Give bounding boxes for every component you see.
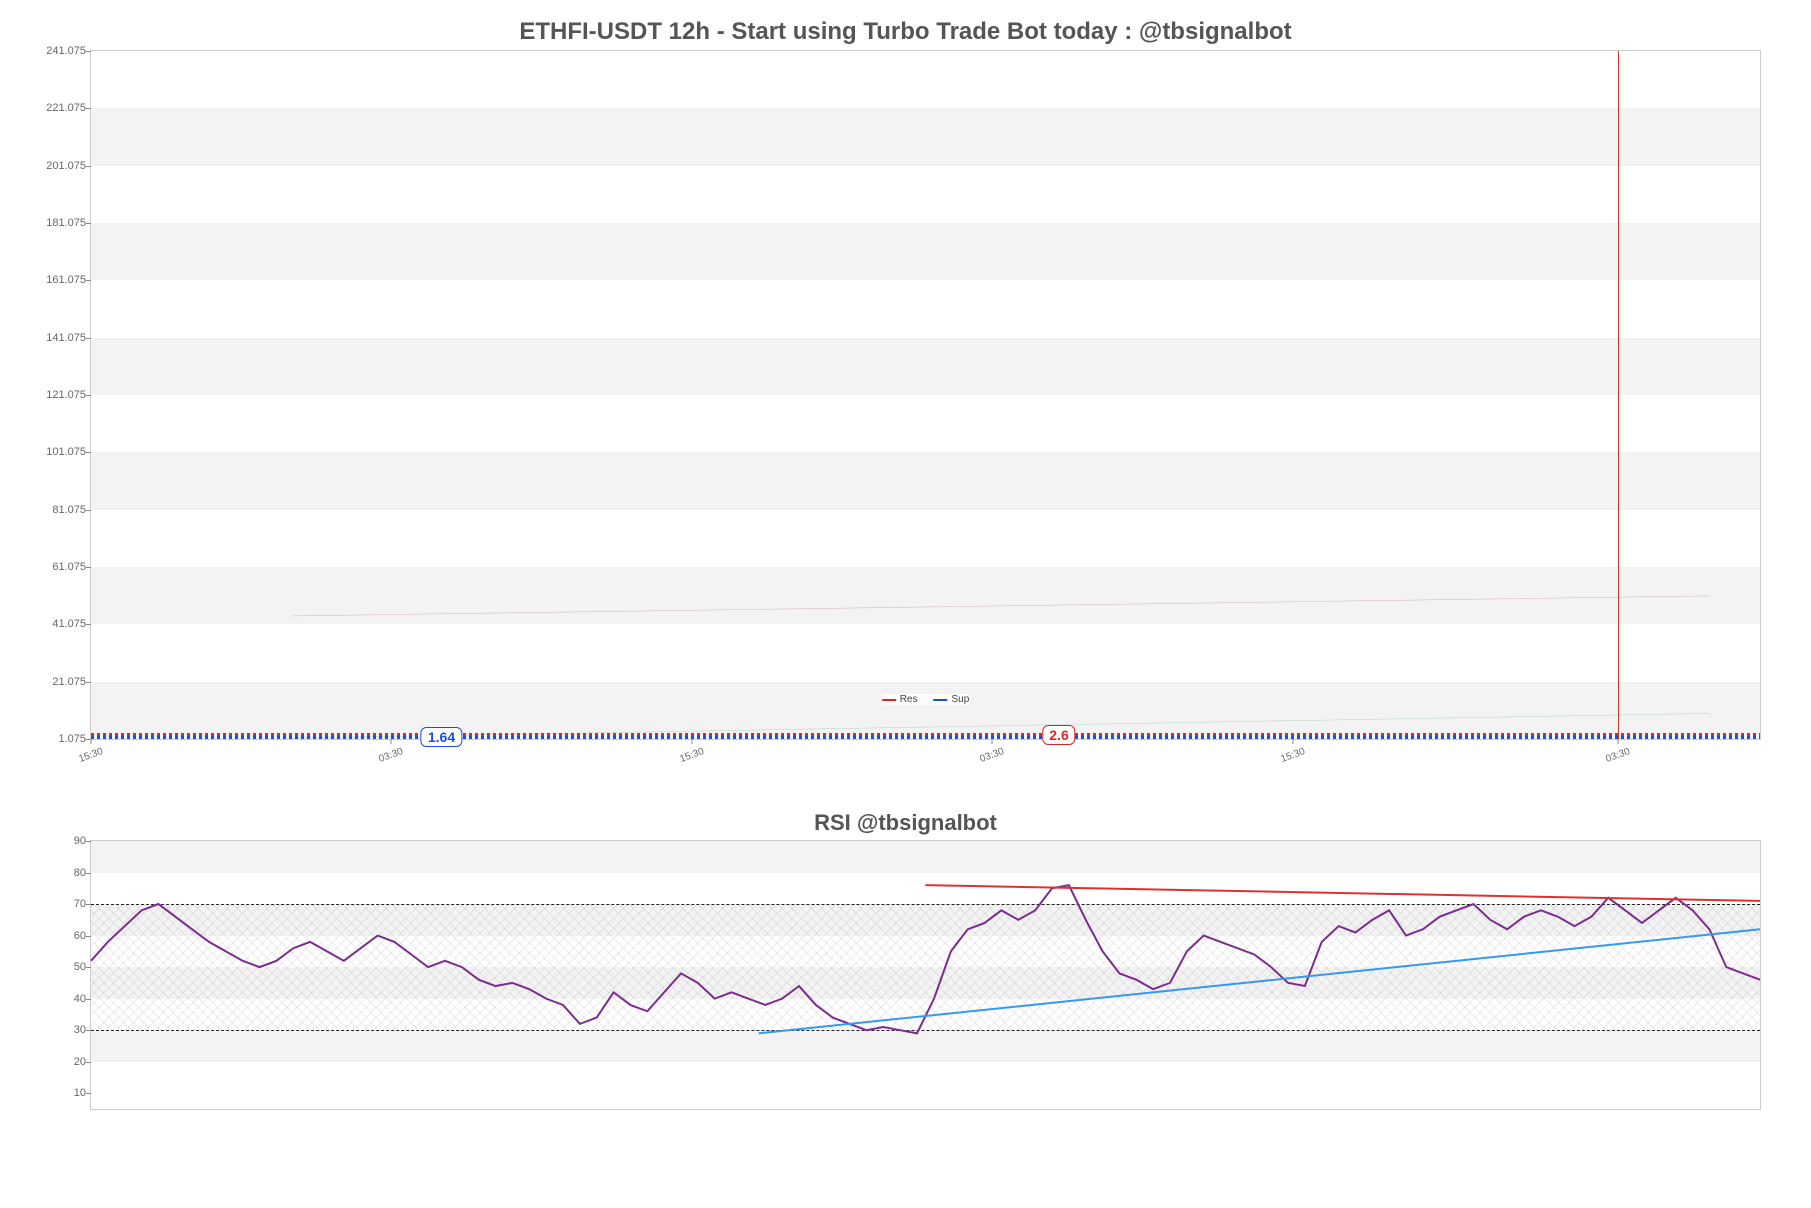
- ytick-label: 80: [21, 867, 86, 879]
- ytick-label: 40: [21, 993, 86, 1005]
- rsi-chart: 102030405060708090: [90, 840, 1761, 1140]
- xtick-label: 03:30: [378, 746, 405, 765]
- xtick-mark: [91, 739, 92, 744]
- ytick-label: 60: [21, 930, 86, 942]
- price-marker: 2.6: [1042, 725, 1075, 745]
- ytick-label: 241.075: [21, 45, 86, 57]
- xtick-mark: [1618, 739, 1619, 744]
- price-marker: 1.64: [421, 727, 462, 747]
- ytick-label: 121.075: [21, 389, 86, 401]
- ytick-label: 20: [21, 1056, 86, 1068]
- xtick-mark: [691, 739, 692, 744]
- price-chart-title: ETHFI-USDT 12h - Start using Turbo Trade…: [20, 18, 1791, 46]
- ytick-label: 41.075: [21, 618, 86, 630]
- sup-strip: [91, 736, 1760, 739]
- xtick-label: 15:30: [678, 746, 705, 765]
- rsi-plot-area: 102030405060708090: [90, 840, 1761, 1110]
- ytick-label: 201.075: [21, 160, 86, 172]
- rsi-line: [91, 885, 1760, 1033]
- ytick-label: 141.075: [21, 332, 86, 344]
- price-chart: 1.07521.07541.07561.07581.075101.075121.…: [90, 50, 1761, 770]
- ytick-label: 81.075: [21, 504, 86, 516]
- xtick-label: 03:30: [979, 746, 1006, 765]
- ytick-label: 10: [21, 1087, 86, 1099]
- xtick-label: 15:30: [77, 746, 104, 765]
- xtick-label: 15:30: [1279, 746, 1306, 765]
- ytick-label: 50: [21, 961, 86, 973]
- ytick-label: 101.075: [21, 446, 86, 458]
- xtick-mark: [992, 739, 993, 744]
- ytick-label: 181.075: [21, 217, 86, 229]
- rsi-overlay: [91, 841, 1760, 1109]
- trend-overlay: [91, 51, 1760, 739]
- ytick-label: 1.075: [21, 733, 86, 745]
- ytick-label: 70: [21, 898, 86, 910]
- rsi-chart-title: RSI @tbsignalbot: [20, 810, 1791, 836]
- ytick-label: 30: [21, 1024, 86, 1036]
- ytick-label: 221.075: [21, 102, 86, 114]
- ytick-label: 161.075: [21, 274, 86, 286]
- ytick-label: 61.075: [21, 561, 86, 573]
- ytick-label: 90: [21, 835, 86, 847]
- trend-line: [291, 596, 1710, 616]
- rsi-trend-line: [926, 885, 1761, 901]
- price-plot-area: 1.07521.07541.07561.07581.075101.075121.…: [90, 50, 1761, 740]
- xtick-mark: [1292, 739, 1293, 744]
- xtick-mark: [391, 739, 392, 744]
- ytick-label: 21.075: [21, 676, 86, 688]
- rsi-trend-line: [759, 929, 1760, 1033]
- xtick-label: 03:30: [1604, 746, 1631, 765]
